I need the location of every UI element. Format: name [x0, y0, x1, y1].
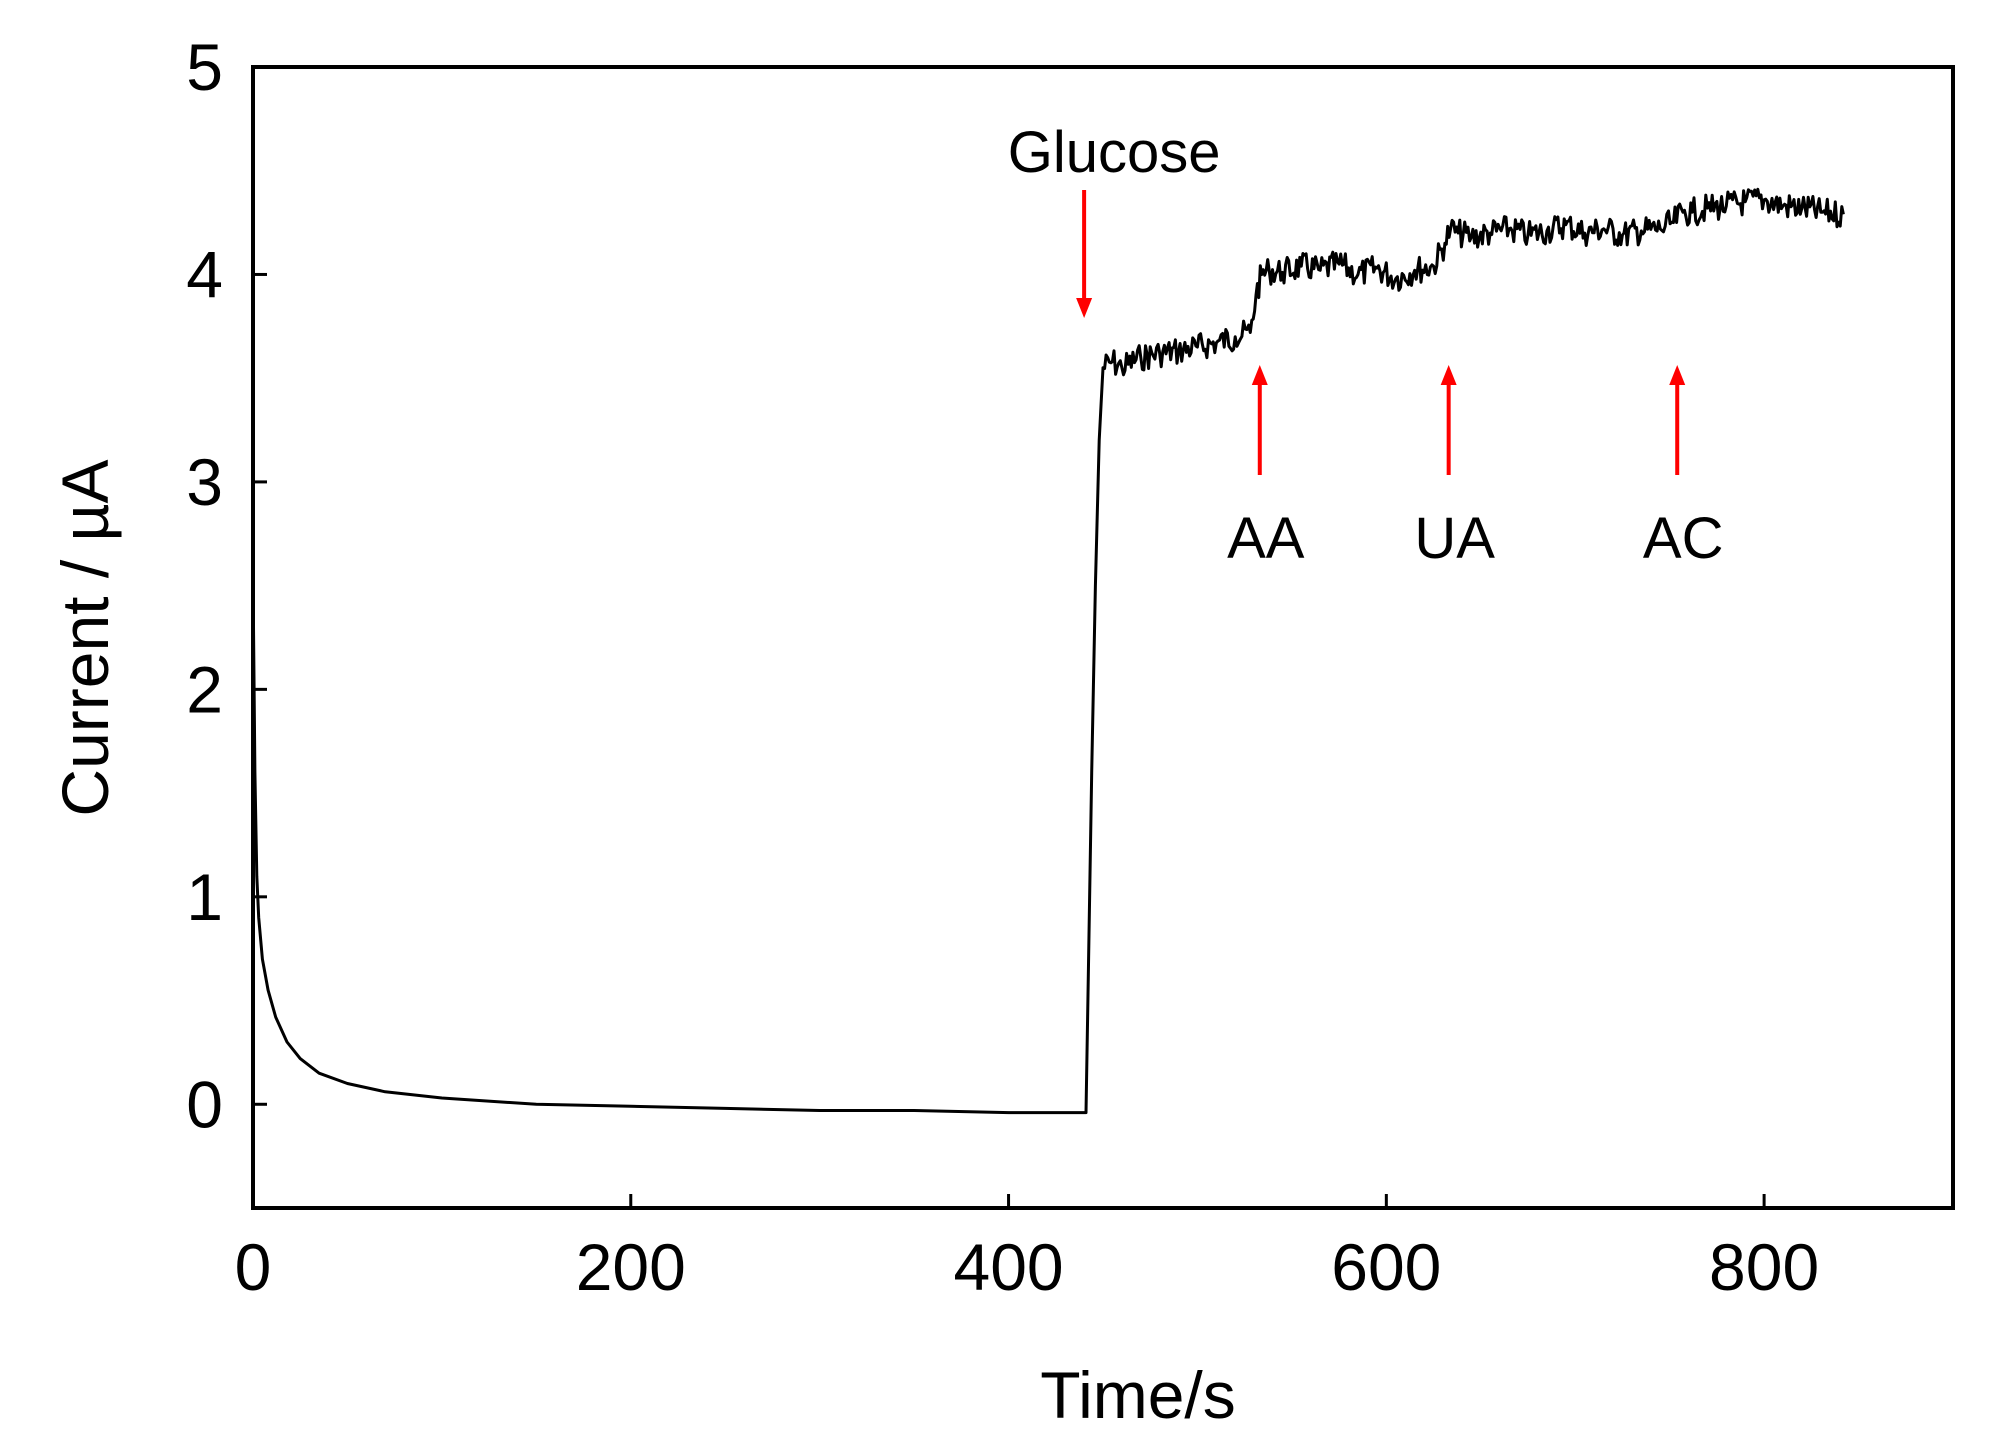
- plot-frame: [251, 65, 1955, 1210]
- y-tick-label: 3: [186, 445, 223, 519]
- y-tick-label: 2: [186, 652, 223, 726]
- annotation-arrowhead: [1251, 365, 1268, 385]
- x-tick-label: 200: [576, 1230, 686, 1304]
- annotation-arrowhead: [1440, 365, 1457, 385]
- x-tick-label: 0: [235, 1230, 272, 1304]
- annotation-label: AA: [1227, 506, 1305, 571]
- annotation-label: AC: [1643, 506, 1724, 571]
- annotation-layer: Glucose AA UA AC: [1008, 120, 1724, 571]
- x-tick-label: 600: [1331, 1230, 1441, 1304]
- x-axis-label: Time/s: [1040, 1358, 1236, 1432]
- current-trace: [251, 187, 1845, 1115]
- y-axis-ticks: 0 1 2 3 4 5: [186, 30, 267, 1141]
- y-tick-label: 5: [186, 30, 223, 104]
- y-axis-label: Current / µA: [48, 459, 122, 816]
- annotation-arrowhead: [1669, 365, 1686, 385]
- y-tick-label: 4: [186, 237, 223, 311]
- annotation-label: Glucose: [1008, 120, 1221, 185]
- x-axis-ticks: 0 200 400 600 800: [235, 1194, 1819, 1304]
- y-tick-label: 1: [186, 860, 223, 934]
- annotation-label: UA: [1414, 506, 1495, 571]
- annotation-arrowhead: [1076, 298, 1093, 318]
- y-tick-label: 0: [186, 1067, 223, 1141]
- x-tick-label: 800: [1709, 1230, 1819, 1304]
- series-layer: [251, 187, 1845, 1115]
- x-tick-label: 400: [953, 1230, 1063, 1304]
